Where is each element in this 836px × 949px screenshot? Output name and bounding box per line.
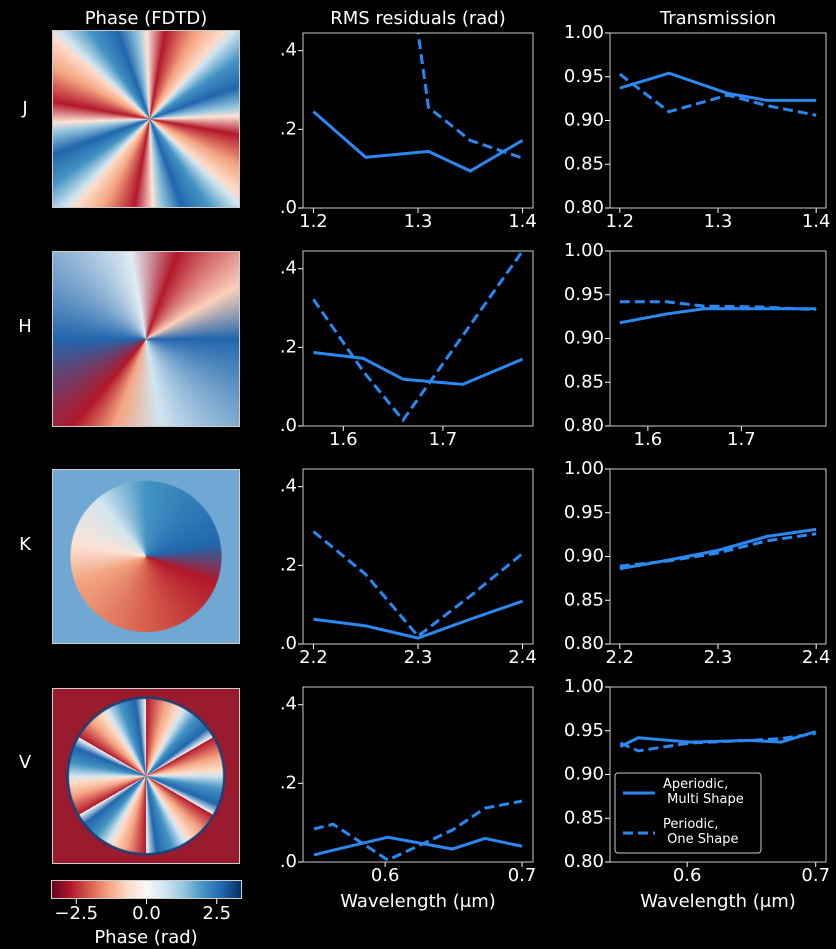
y-tick-label: 0.80 xyxy=(564,633,604,654)
y-tick-label: 1.00 xyxy=(564,240,604,261)
x-axis-label: Wavelength (μm) xyxy=(640,891,796,912)
series-line xyxy=(313,112,522,171)
y-tick-label: .2 xyxy=(280,336,297,357)
y-tick-label: 0.90 xyxy=(564,764,604,785)
y-tick-label: 0.80 xyxy=(564,851,604,872)
y-tick-label: .0 xyxy=(280,197,297,218)
row-label: V xyxy=(19,752,32,773)
x-tick-label: 2.3 xyxy=(404,647,433,668)
plot-frame xyxy=(303,33,533,208)
x-tick-label: 2.4 xyxy=(802,647,831,668)
series-line xyxy=(620,309,816,323)
y-tick-label: .2 xyxy=(280,118,297,139)
plot-frame xyxy=(303,469,533,644)
y-tick-label: 0.85 xyxy=(564,153,604,174)
y-tick-label: 1.00 xyxy=(564,22,604,43)
y-tick-label: .0 xyxy=(280,633,297,654)
x-tick-label: 0.6 xyxy=(673,865,702,886)
y-tick-label: 0.85 xyxy=(564,371,604,392)
y-tick-label: 0.95 xyxy=(564,720,604,741)
series-line xyxy=(620,733,815,751)
series-line xyxy=(314,837,522,855)
y-tick-label: .4 xyxy=(280,40,297,61)
colorbar-tick-label: −2.5 xyxy=(54,903,98,924)
y-tick-label: .0 xyxy=(280,851,297,872)
row-label: J xyxy=(21,98,27,119)
y-tick-label: 0.90 xyxy=(564,546,604,567)
colorbar-label: Phase (rad) xyxy=(94,927,197,948)
figure: Phase (FDTD) RMS residuals (rad) Transmiss… xyxy=(0,0,836,949)
x-axis-label: Wavelength (μm) xyxy=(340,891,496,912)
legend-label: Aperiodic, Multi Shape xyxy=(663,777,744,807)
series-line xyxy=(313,532,522,637)
legend-label: Periodic, One Shape xyxy=(663,817,738,847)
x-tick-label: 1.3 xyxy=(704,211,733,232)
y-tick-label: .4 xyxy=(280,694,297,715)
y-tick-label: .4 xyxy=(280,476,297,497)
x-tick-label: 0.7 xyxy=(801,865,830,886)
plot-frame xyxy=(610,251,826,426)
y-tick-label: 1.00 xyxy=(564,676,604,697)
x-tick-label: 1.6 xyxy=(634,429,663,450)
x-tick-label: 1.2 xyxy=(605,211,634,232)
row-label: K xyxy=(19,534,32,555)
column-title: Transmission xyxy=(659,8,776,29)
y-tick-label: 0.90 xyxy=(564,328,604,349)
y-tick-label: .4 xyxy=(280,258,297,279)
series-line xyxy=(313,251,522,420)
y-tick-label: .2 xyxy=(280,554,297,575)
x-tick-label: 1.2 xyxy=(299,211,328,232)
x-tick-label: 1.4 xyxy=(802,211,831,232)
column-title: RMS residuals (rad) xyxy=(330,8,506,29)
y-tick-label: 1.00 xyxy=(564,458,604,479)
y-tick-label: 0.95 xyxy=(564,284,604,305)
x-tick-label: 2.2 xyxy=(605,647,634,668)
plot-frame xyxy=(303,251,533,426)
x-tick-label: 0.6 xyxy=(371,865,400,886)
series-line xyxy=(314,801,522,860)
y-tick-label: 0.85 xyxy=(564,807,604,828)
row-label: H xyxy=(18,316,32,337)
x-tick-label: 1.7 xyxy=(727,429,756,450)
x-tick-label: 1.7 xyxy=(429,429,458,450)
column-title: Phase (FDTD) xyxy=(85,8,208,29)
y-tick-label: .0 xyxy=(280,415,297,436)
y-tick-label: 0.95 xyxy=(564,66,604,87)
y-tick-label: 0.90 xyxy=(564,110,604,131)
series-line xyxy=(313,352,522,384)
y-tick-label: 0.85 xyxy=(564,589,604,610)
x-tick-label: 1.4 xyxy=(508,211,537,232)
x-tick-label: 1.6 xyxy=(329,429,358,450)
x-tick-label: 2.3 xyxy=(704,647,733,668)
colorbar-tick-label: 2.5 xyxy=(202,903,231,924)
plot-frame xyxy=(303,687,533,862)
x-tick-label: 0.7 xyxy=(508,865,537,886)
series-line xyxy=(313,601,522,638)
x-tick-label: 2.4 xyxy=(508,647,537,668)
y-tick-label: 0.80 xyxy=(564,197,604,218)
y-tick-label: .2 xyxy=(280,772,297,793)
x-tick-label: 1.3 xyxy=(404,211,433,232)
plot-frame xyxy=(610,469,826,644)
y-tick-label: 0.95 xyxy=(564,502,604,523)
colorbar-tick-label: 0.0 xyxy=(132,903,161,924)
y-tick-label: 0.80 xyxy=(564,415,604,436)
series-line xyxy=(620,529,816,568)
x-tick-label: 2.2 xyxy=(299,647,328,668)
plot-frame xyxy=(610,33,826,208)
